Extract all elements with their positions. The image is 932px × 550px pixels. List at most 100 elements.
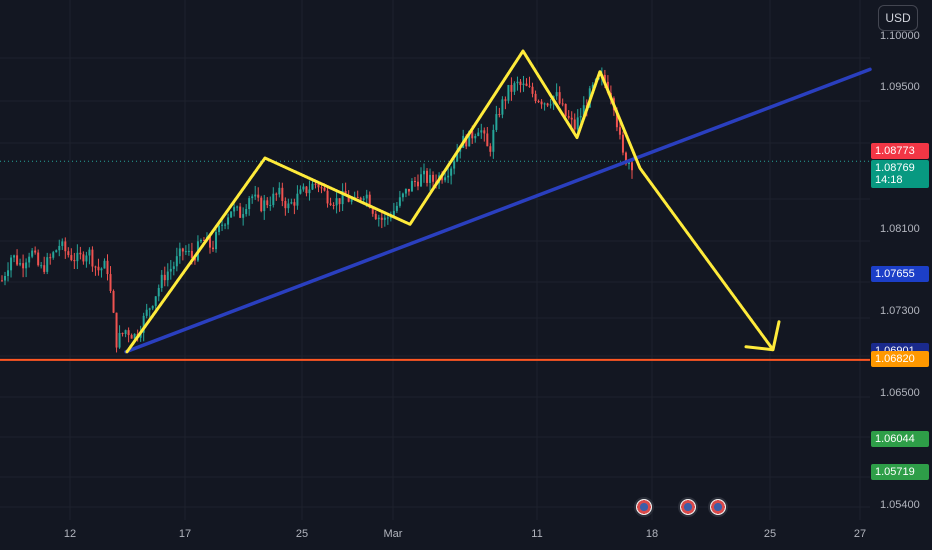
candle-body	[13, 255, 16, 258]
flag-event-icon[interactable]	[678, 497, 698, 517]
candle-body	[579, 116, 582, 118]
candle-body	[308, 189, 311, 194]
candle-body	[528, 85, 531, 87]
candle-body	[471, 130, 474, 139]
candle-body	[522, 83, 525, 86]
price-axis-tick: 1.06500	[880, 386, 920, 399]
time-axis-tick: 25	[295, 528, 309, 540]
candle-body	[130, 335, 133, 339]
candle-body	[133, 333, 136, 339]
candle-body	[199, 239, 202, 242]
candle-body	[432, 174, 435, 182]
candle-body	[410, 181, 413, 192]
candle-body	[263, 200, 266, 212]
time-axis-tick: 25	[763, 528, 777, 540]
candle-body	[154, 296, 157, 306]
candlestick-series	[1, 67, 633, 353]
candle-body	[576, 117, 579, 130]
candle-body	[570, 117, 573, 120]
candle-body	[347, 195, 350, 202]
candle-body	[468, 130, 471, 147]
candle-body	[519, 81, 522, 86]
candle-body	[281, 187, 284, 201]
price-axis-tick: 1.09500	[880, 80, 920, 93]
candle-body	[374, 213, 377, 220]
candle-body	[100, 268, 103, 271]
flag-events-group-icon[interactable]	[634, 497, 654, 517]
currency-selector-button[interactable]: USD	[878, 5, 918, 31]
candle-body	[510, 84, 513, 92]
candle-body	[582, 105, 585, 117]
candle-body	[251, 196, 254, 199]
candle-body	[567, 116, 570, 118]
candle-body	[260, 197, 263, 212]
candle-body	[215, 232, 218, 250]
projection-arrowhead	[744, 320, 781, 352]
candle-body	[31, 250, 34, 257]
candle-body	[314, 183, 317, 185]
candle-body	[58, 245, 61, 251]
candle-body	[504, 99, 507, 101]
candle-body	[169, 268, 172, 272]
price-label-badge: 1.06044	[871, 430, 929, 447]
candle-body	[404, 188, 407, 194]
candle-body	[615, 110, 618, 128]
chart-grid	[0, 0, 870, 520]
price-label-badge: 1.05719	[871, 463, 929, 480]
countdown-label: 14:18	[875, 174, 903, 187]
candle-body	[127, 330, 130, 336]
candle-body	[7, 270, 10, 276]
candle-body	[603, 74, 606, 82]
candle-body	[142, 315, 145, 333]
candle-body	[621, 134, 624, 153]
candle-body	[103, 260, 106, 269]
candle-body	[558, 92, 561, 104]
candle-body	[121, 332, 124, 334]
candle-body	[202, 239, 205, 241]
candle-body	[392, 210, 395, 218]
candle-body	[269, 204, 272, 206]
candle-body	[239, 206, 242, 218]
time-axis-tick: Mar	[383, 528, 403, 540]
head-and-shoulders-pattern	[125, 49, 775, 354]
candle-body	[73, 260, 76, 262]
price-label-badge: 1.08773	[871, 142, 929, 159]
candle-body	[416, 181, 419, 187]
candle-body	[356, 197, 359, 199]
drawing-overlays[interactable]	[0, 49, 872, 361]
candle-body	[492, 129, 495, 152]
candle-body	[377, 217, 380, 220]
candle-body	[25, 262, 28, 269]
candle-body	[212, 247, 215, 250]
candle-body	[513, 83, 516, 92]
candle-body	[386, 217, 389, 219]
candle-body	[302, 186, 305, 190]
price-axis-tick: 1.05400	[880, 498, 920, 511]
candle-body	[184, 251, 187, 253]
candle-body	[19, 263, 22, 265]
candle-body	[88, 249, 91, 256]
candle-body	[290, 202, 293, 204]
flag-event-icon[interactable]	[708, 497, 728, 517]
candle-body	[362, 198, 365, 200]
candle-body	[326, 190, 329, 204]
candle-body	[178, 248, 181, 257]
candle-body	[266, 200, 269, 206]
time-axis-tick: 11	[531, 528, 543, 540]
candle-body	[163, 274, 166, 281]
candle-body	[320, 187, 323, 189]
candle-body	[112, 290, 115, 313]
candle-body	[444, 177, 447, 181]
candle-body	[40, 265, 43, 267]
candle-body	[423, 170, 426, 175]
candle-body	[537, 101, 540, 103]
candle-body	[148, 308, 151, 310]
price-label-badge: 1.08769 14:18	[871, 160, 929, 189]
time-axis-tick: 18	[645, 528, 659, 540]
candle-body	[419, 174, 422, 187]
candle-body	[10, 257, 13, 271]
candle-body	[233, 207, 236, 212]
candle-body	[627, 162, 630, 165]
candle-body	[64, 241, 67, 252]
